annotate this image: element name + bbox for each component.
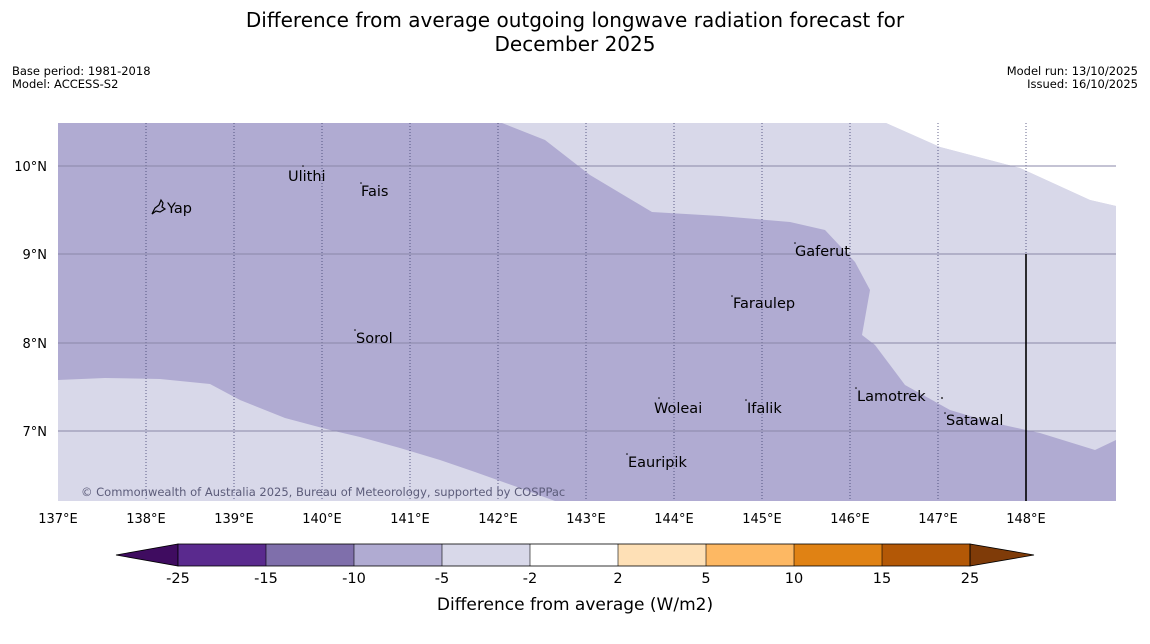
colorbar-bin-8 — [794, 544, 882, 566]
lat-axis-labels: 10°N 9°N 8°N 7°N — [14, 160, 47, 440]
lon-label-142e: 142°E — [478, 512, 518, 527]
colorbar-extend-high — [969, 543, 1035, 567]
anomaly-fill-neutral — [886, 123, 1116, 206]
lon-label-137e: 137°E — [38, 512, 78, 527]
colorbar: -25 -15 -10 -5 -2 2 5 10 15 25 Differenc… — [115, 543, 1035, 615]
colorbar-dividers — [265, 544, 883, 566]
place-faraulep: Faraulep — [733, 296, 795, 312]
base-info: Base period: 1981-2018 Model: ACCESS-S2 — [12, 65, 151, 91]
colorbar-label: Difference from average (W/m2) — [437, 595, 713, 615]
place-ifalik: Ifalik — [747, 401, 782, 417]
island-markers — [302, 165, 946, 455]
model-run: Model run: 13/10/2025 — [1006, 64, 1138, 78]
map-plot: Ulithi Fais Yap Gaferut Faraulep Sorol L… — [58, 123, 1116, 501]
colorbar-bin-4 — [442, 544, 530, 566]
lon-label-144e: 144°E — [654, 512, 694, 527]
colorbar-tick: 15 — [873, 571, 891, 587]
title-line-2: December 2025 — [494, 32, 656, 56]
lon-label-145e: 145°E — [742, 512, 782, 527]
colorbar-bin-1 — [178, 544, 266, 566]
colorbar-tick: -5 — [435, 571, 449, 587]
lon-axis-labels: 137°E 138°E 139°E 140°E 141°E 142°E 143°… — [38, 512, 1046, 527]
colorbar-extend-low — [115, 543, 179, 567]
colorbar-tick: 25 — [961, 571, 979, 587]
lon-label-146e: 146°E — [830, 512, 870, 527]
colorbar-tick: -10 — [342, 571, 366, 587]
place-ulithi: Ulithi — [288, 169, 326, 185]
lon-label-148e: 148°E — [1006, 512, 1046, 527]
lon-label-141e: 141°E — [390, 512, 430, 527]
place-gaferut: Gaferut — [795, 244, 850, 260]
colorbar-tick: -25 — [166, 571, 190, 587]
place-sorol: Sorol — [356, 331, 393, 347]
lon-label-139e: 139°E — [214, 512, 254, 527]
colorbar-bin-5 — [530, 544, 618, 566]
place-eauripik: Eauripik — [628, 455, 687, 471]
lat-label-7n: 7°N — [23, 425, 48, 440]
lat-label-10n: 10°N — [14, 160, 47, 175]
colorbar-tick: -15 — [254, 571, 278, 587]
map-title: Difference from average outgoing longwav… — [0, 8, 1150, 56]
colorbar-tick: 5 — [701, 571, 710, 587]
parallels — [58, 165, 1116, 432]
base-period: Base period: 1981-2018 — [12, 64, 151, 78]
lon-label-147e: 147°E — [918, 512, 958, 527]
model-name: Model: ACCESS-S2 — [12, 77, 119, 91]
lat-label-9n: 9°N — [23, 248, 48, 263]
place-yap: Yap — [166, 201, 192, 217]
lat-label-8n: 8°N — [23, 337, 48, 352]
colorbar-bin-9 — [882, 544, 970, 566]
place-satawal: Satawal — [946, 413, 1003, 429]
place-fais: Fais — [361, 184, 388, 200]
colorbar-bin-2 — [266, 544, 354, 566]
lon-label-140e: 140°E — [302, 512, 342, 527]
issued-date: Issued: 16/10/2025 — [1027, 77, 1138, 91]
colorbar-bin-6 — [618, 544, 706, 566]
colorbar-tick: 2 — [613, 571, 622, 587]
lon-label-143e: 143°E — [566, 512, 606, 527]
title-line-1: Difference from average outgoing longwav… — [245, 8, 905, 32]
colorbar-tick: -2 — [523, 571, 537, 587]
colorbar-frame — [177, 543, 971, 567]
colorbar-tick: 10 — [785, 571, 803, 587]
place-labels: Ulithi Fais Yap Gaferut Faraulep Sorol L… — [166, 169, 1003, 471]
place-lamotrek: Lamotrek — [857, 389, 926, 405]
run-info: Model run: 13/10/2025 Issued: 16/10/2025 — [1007, 65, 1138, 91]
colorbar-bin-7 — [706, 544, 794, 566]
copyright-notice: © Commonwealth of Australia 2025, Bureau… — [81, 485, 565, 499]
anomaly-fill-light-east — [502, 123, 1116, 450]
yap-island-shape — [151, 198, 167, 215]
place-woleai: Woleai — [654, 401, 702, 417]
colorbar-ticks: -25 -15 -10 -5 -2 2 5 10 15 25 — [166, 571, 979, 587]
lon-label-138e: 138°E — [126, 512, 166, 527]
anomaly-fill-light-south — [58, 378, 555, 501]
colorbar-bin-3 — [354, 544, 442, 566]
